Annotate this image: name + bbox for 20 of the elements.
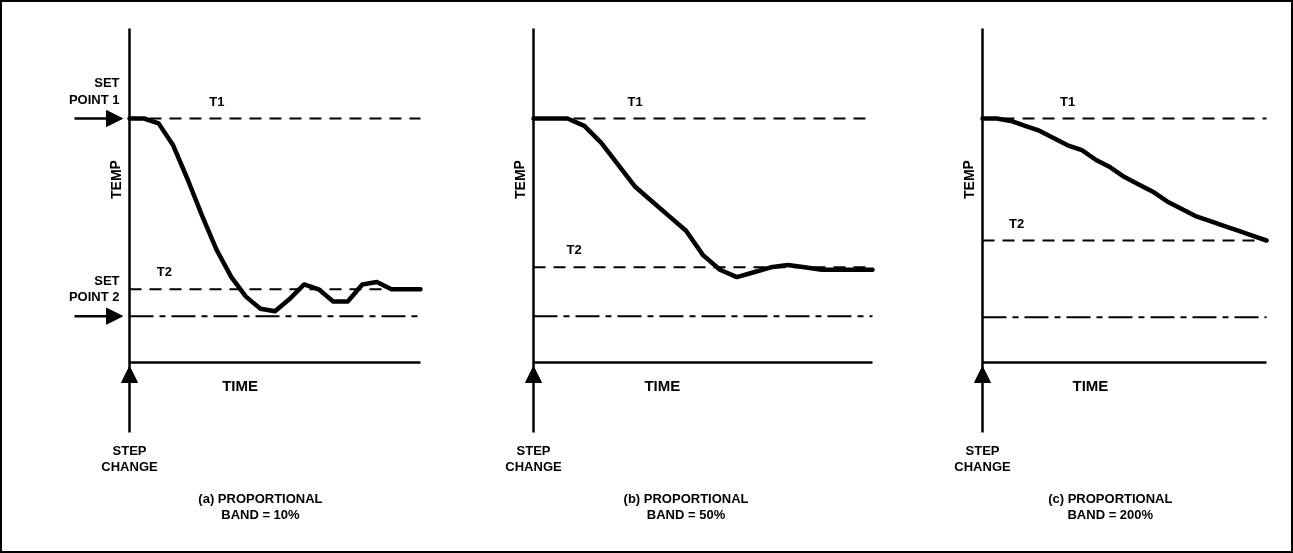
text: (a) PROPORTIONAL BAND = 10% (198, 490, 323, 522)
ref-line-label: T1 (209, 93, 225, 109)
y-axis-title: TEMP (960, 160, 977, 199)
text: STEP CHANGE (505, 442, 562, 474)
y-axis-title: TEMP (107, 160, 124, 199)
text: (c) PROPORTIONAL BAND = 200% (1048, 490, 1173, 522)
ref-line-label: T1 (627, 93, 643, 109)
text: STEP CHANGE (101, 442, 158, 474)
y-axis-title: TEMP (511, 160, 528, 199)
ref-line-label: T2 (156, 264, 173, 280)
ref-line-label: T2 (566, 242, 582, 258)
text: (b) PROPORTIONAL BAND = 50% (623, 490, 749, 522)
ref-line-label: T1 (1060, 93, 1076, 109)
x-axis-title: TIME (1072, 376, 1109, 394)
ref-line-label: T2 (1008, 215, 1025, 231)
text: SET POINT 2 (68, 272, 120, 305)
x-axis-title: TIME (644, 376, 681, 394)
x-axis-title: TIME (222, 376, 259, 394)
text: STEP CHANGE (954, 442, 1011, 474)
text: SET POINT 1 (68, 75, 120, 107)
